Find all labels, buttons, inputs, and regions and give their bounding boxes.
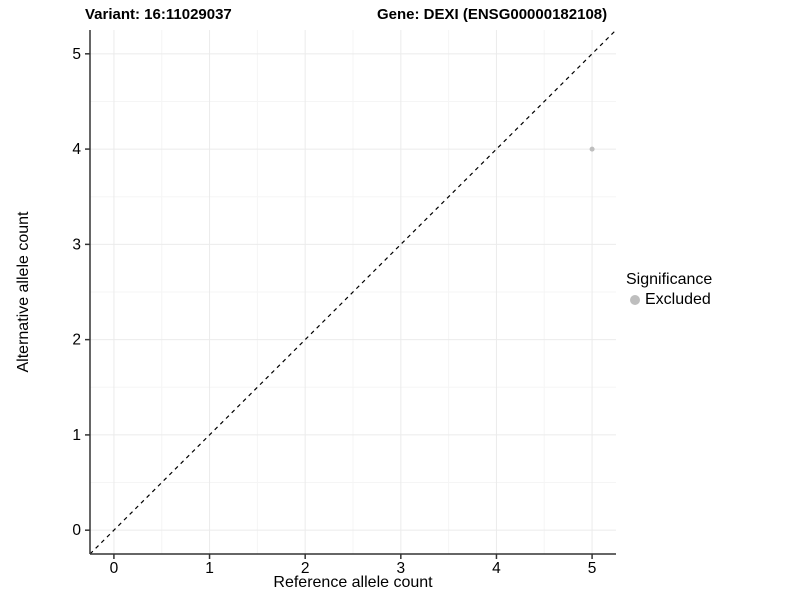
x-axis-title: Reference allele count <box>273 574 433 591</box>
y-axis-title: Alternative allele count <box>15 211 32 373</box>
y-tick-label: 3 <box>72 236 81 253</box>
y-tick-label: 1 <box>72 427 81 444</box>
legend-title: Significance <box>626 271 713 288</box>
identity-reference-line <box>89 29 617 555</box>
x-tick-label: 5 <box>588 560 597 577</box>
y-tick-label: 2 <box>72 332 81 349</box>
x-tick-label: 0 <box>110 560 119 577</box>
x-tick-label: 4 <box>492 560 501 577</box>
legend-item-excluded: Excluded <box>626 290 712 310</box>
legend: Significance Excluded <box>626 270 712 310</box>
x-tick-label: 3 <box>397 560 406 577</box>
plot-title-variant: Variant: 16:11029037 <box>85 6 232 23</box>
legend-point-icon <box>630 295 640 305</box>
y-tick-label: 4 <box>72 141 81 158</box>
y-tick-label: 5 <box>72 46 81 63</box>
x-tick-label: 1 <box>205 560 214 577</box>
legend-item-label: Excluded <box>645 291 711 308</box>
plot-title-gene: Gene: DEXI (ENSG00000182108) <box>377 6 608 23</box>
x-tick-label: 2 <box>301 560 310 577</box>
y-tick-label: 0 <box>72 522 81 539</box>
data-point <box>589 146 595 152</box>
